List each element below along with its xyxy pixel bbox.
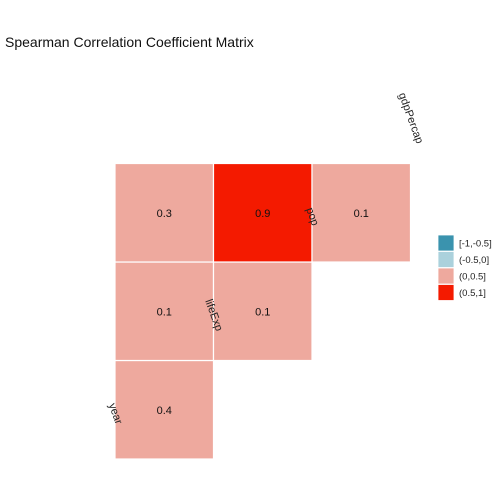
cell-value-label: 0.3 xyxy=(157,208,172,220)
variable-label-gdpPercap: gdpPercap xyxy=(396,91,425,145)
heatmap-cell: 0.1 xyxy=(114,261,215,362)
cell-gdpPercap-pop xyxy=(311,162,412,263)
legend-entry-label: [-1,-0.5] xyxy=(459,239,492,250)
legend-swatch xyxy=(437,234,455,252)
heatmap-cell: 0.9 xyxy=(212,162,313,263)
legend-entry-label: (-0.5,0] xyxy=(459,255,489,266)
cell-value-label: 0.1 xyxy=(255,306,270,318)
heatmap-cell: 0.3 xyxy=(114,162,215,263)
cell-value-label: 0.9 xyxy=(255,208,270,220)
variable-label-pop: pop xyxy=(303,206,321,227)
cell-value-label: 0.4 xyxy=(157,405,172,417)
cell-lifeExp-year xyxy=(114,359,215,460)
legend-swatch xyxy=(437,267,455,285)
legend-swatch xyxy=(437,284,455,301)
cell-gdpPercap-lifeExp xyxy=(212,162,313,263)
cell-value-label: 0.1 xyxy=(157,306,172,318)
chart-title: Spearman Correlation Coefficient Matrix xyxy=(5,34,254,50)
cell-value-label: 0.1 xyxy=(354,208,369,220)
legend-entry-label: (0,0.5] xyxy=(459,272,486,283)
cell-pop-year xyxy=(114,261,215,362)
legend-entry-label: (0.5,1] xyxy=(459,288,486,299)
heatmap-cell: 0.1 xyxy=(212,261,313,362)
heatmap-cell: 0.4 xyxy=(114,359,215,460)
cell-pop-lifeExp xyxy=(212,261,313,362)
heatmap-cell: 0.1 xyxy=(311,162,412,263)
legend-swatch xyxy=(437,251,455,268)
